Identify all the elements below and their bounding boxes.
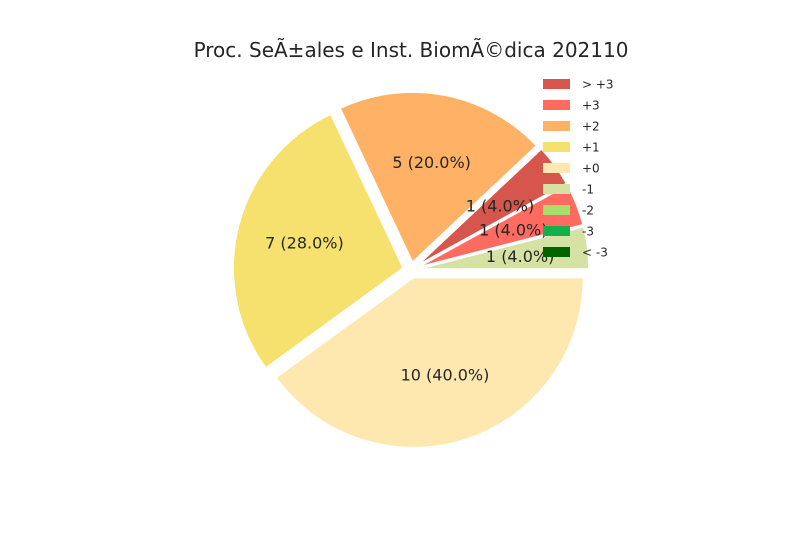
legend-swatch (543, 205, 570, 215)
pie-slice (418, 225, 590, 270)
slice-label: 1 (4.0%) (479, 221, 547, 240)
slice-label: 1 (4.0%) (466, 196, 534, 215)
legend-label: +0 (582, 162, 600, 176)
legend-swatch (543, 121, 570, 131)
legend-label: < -3 (582, 246, 608, 260)
pie-slices (232, 91, 590, 449)
legend-swatch (543, 163, 570, 173)
legend: > +3 +3 +2 +1 +0 -1 -2 -3 < -3 (543, 78, 614, 260)
legend-label: +2 (582, 120, 600, 134)
legend-label: -1 (582, 183, 594, 197)
pie-slice (232, 113, 405, 369)
chart-title: Proc. SeÃ±ales e Inst. BiomÃ©dica 202110 (194, 38, 629, 62)
legend-swatch (543, 226, 570, 236)
slice-labels: 1 (4.0%) 1 (4.0%) 1 (4.0%) 5 (20.0%) 7 (28.0… (265, 153, 554, 385)
slice-label: 7 (28.0%) (265, 234, 344, 253)
legend-label: > +3 (582, 78, 614, 92)
legend-swatch (543, 247, 570, 257)
legend-label: +1 (582, 141, 600, 155)
slice-label: 5 (20.0%) (392, 153, 471, 172)
legend-label: -3 (582, 225, 594, 239)
legend-swatch (543, 142, 570, 152)
legend-swatch (543, 100, 570, 110)
legend-label: +3 (582, 99, 600, 113)
legend-swatch (543, 79, 570, 89)
pie-slice (339, 91, 538, 264)
slice-label: 10 (40.0%) (401, 366, 490, 385)
legend-swatch (543, 184, 570, 194)
legend-label: -2 (582, 204, 594, 218)
slice-label: 1 (4.0%) (486, 247, 554, 266)
pie-slice (274, 276, 585, 449)
